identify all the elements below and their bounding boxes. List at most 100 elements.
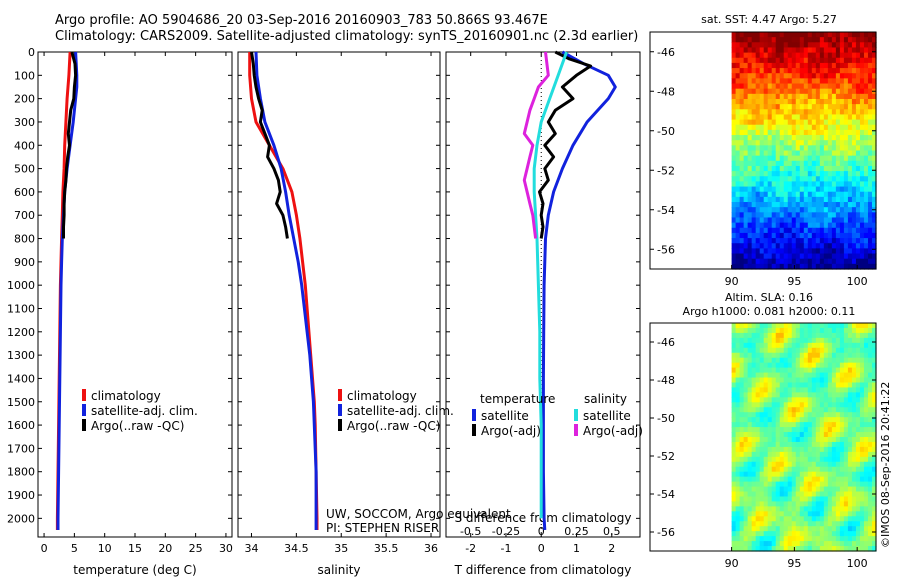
x-tick-label: 1 [573,542,580,555]
map-title: sat. SST: 4.47 Argo: 5.27 [701,13,837,26]
figure-title-line-2: Climatology: CARS2009. Satellite-adjuste… [55,29,639,44]
y-tick-label: 1400 [7,372,35,385]
y-tick-label: 0 [28,46,35,59]
sst-heatmap-cells [731,32,877,270]
x-tick-label: 35 [334,542,348,555]
x-tick-label: 15 [128,542,142,555]
x-tick-label: 2 [608,542,615,555]
map-x-tick-label: 90 [725,557,739,570]
map-2-frame [649,322,877,552]
legend-label: Argo(..raw -QC) [91,419,184,433]
map-y-tick-label: -54 [657,488,675,501]
salinity-tick-label: -0.25 [492,525,520,538]
map-y-tick-label: -48 [657,374,675,387]
y-tick-label: 1300 [7,349,35,362]
x-tick-label: 30 [219,542,233,555]
y-tick-label: 400 [14,139,35,152]
y-tick-label: 300 [14,116,35,129]
x-tick-label: 10 [98,542,112,555]
y-tick-label: 1900 [7,489,35,502]
map-x-tick-label: 90 [725,275,739,288]
figure-title-line-1: Argo profile: AO 5904686_20 03-Sep-2016 … [55,13,548,28]
x-tick-label: -2 [465,542,476,555]
map-x-tick-label: 100 [847,557,868,570]
y-tick-label: 100 [14,69,35,82]
salinity-tick-label: 0 [538,525,545,538]
y-tick-label: 2000 [7,512,35,525]
legend-swatch [472,424,476,436]
legend-swatch [82,419,86,431]
y-tick-label: 700 [14,209,35,222]
x-tick-label: 20 [158,542,172,555]
map-y-tick-label: -50 [657,412,675,425]
y-tick-label: 1700 [7,442,35,455]
legend-swatch [338,404,342,416]
x-axis-label: T difference from climatology [454,563,632,577]
salinity-tick-label: 0.25 [564,525,589,538]
x-tick-label: 36 [424,542,438,555]
series-line-argo-raw-qc- [62,51,78,239]
legend-label: climatology [91,389,161,403]
x-axis-label: salinity [317,563,360,577]
x-tick-label: 34 [244,542,258,555]
legend-title: salinity [584,392,627,406]
x-tick-label: -1 [500,542,511,555]
map-subtitle: Argo h1000: 0.081 h2000: 0.11 [683,305,856,318]
map-y-tick-label: -54 [657,204,675,217]
y-tick-label: 1000 [7,279,35,292]
y-tick-label: 600 [14,186,35,199]
map-y-tick-label: -56 [657,243,675,256]
map-title: Altim. SLA: 0.16 [725,291,813,304]
map-y-tick-label: -48 [657,85,675,98]
legend-label: Argo(-adj) [481,424,541,438]
y-tick-label: 900 [14,256,35,269]
legend-swatch [338,419,342,431]
legend-label: satellite-adj. clim. [91,404,198,418]
series-line-s-satellite [532,51,569,519]
map-y-tick-label: -52 [657,450,675,463]
legend-label: satellite [481,409,529,423]
x-tick-label: 34.5 [284,542,309,555]
salinity-tick-label: -0.5 [460,525,481,538]
y-tick-label: 1500 [7,396,35,409]
series-line-s-argo-adj- [522,51,550,239]
x-tick-label: 35.5 [374,542,399,555]
map-y-tick-label: -52 [657,164,675,177]
y-tick-label: 800 [14,233,35,246]
legend-swatch [82,389,86,401]
annotation-text: UW, SOCCOM, Argo equivalent [326,507,511,521]
y-tick-label: 1100 [7,302,35,315]
x-tick-label: 5 [71,542,78,555]
panel-2-frame [237,51,441,538]
series-line-satellite-adj-clim- [254,51,318,530]
legend-label: climatology [347,389,417,403]
map-y-tick-label: -46 [657,46,675,59]
series-line-t-satellite [541,50,617,531]
map-x-tick-label: 100 [847,275,868,288]
legend-swatch [472,409,476,421]
panel-3-frame [445,51,641,538]
sla-heatmap-cells [731,323,877,552]
legend-swatch [574,409,578,421]
imos-stamp: ©IMOS 08-Sep-2016 20:41:22 [879,381,892,548]
series-line-argo-raw-qc- [250,51,289,239]
map-x-tick-label: 95 [787,275,801,288]
legend-title: temperature [480,392,555,406]
map-1-frame [649,31,877,270]
map-y-tick-label: -50 [657,125,675,138]
map-y-tick-label: -46 [657,336,675,349]
x-tick-label: 25 [189,542,203,555]
legend-swatch [338,389,342,401]
x-tick-label: 0 [41,542,48,555]
series-line-t-argo-adj- [538,50,593,239]
legend-label: satellite-adj. clim. [347,404,454,418]
y-tick-label: 1200 [7,326,35,339]
y-tick-label: 200 [14,93,35,106]
map-x-tick-label: 95 [787,557,801,570]
legend-label: Argo(..raw -QC) [347,419,440,433]
y-tick-label: 500 [14,163,35,176]
x-tick-label: 0 [538,542,545,555]
y-tick-label: 1600 [7,419,35,432]
annotation-text: PI: STEPHEN RISER [326,521,439,535]
